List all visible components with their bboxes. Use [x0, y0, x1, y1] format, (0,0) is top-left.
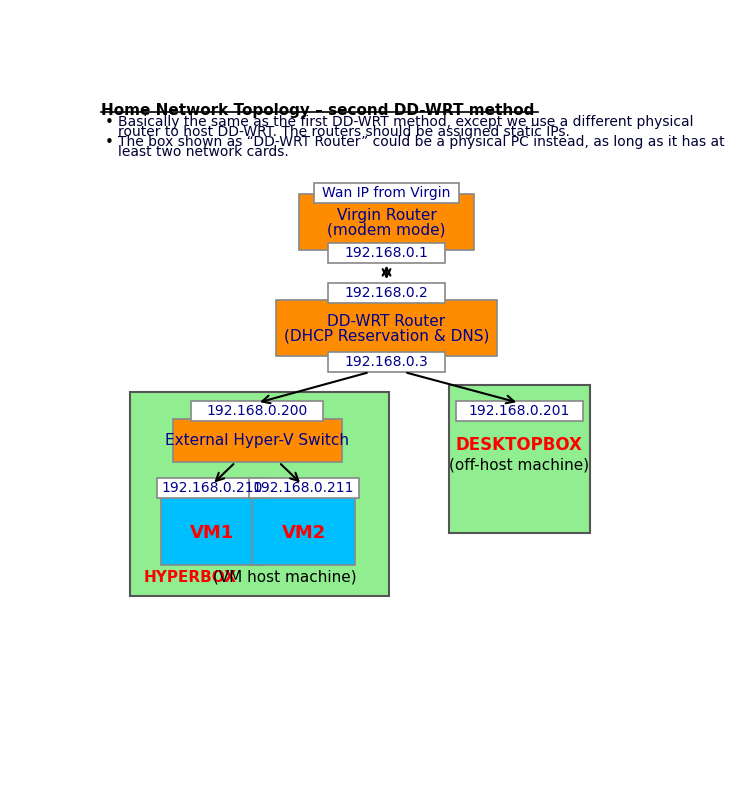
FancyBboxPatch shape	[300, 194, 473, 249]
Text: •: •	[105, 135, 114, 150]
Text: 192.168.0.2: 192.168.0.2	[345, 286, 428, 300]
Text: (VM host machine): (VM host machine)	[208, 569, 356, 585]
FancyBboxPatch shape	[328, 352, 445, 372]
Text: Home Network Topology – second DD-WRT method: Home Network Topology – second DD-WRT me…	[100, 103, 534, 117]
FancyBboxPatch shape	[252, 480, 355, 565]
Text: 192.168.0.201: 192.168.0.201	[468, 404, 570, 418]
FancyBboxPatch shape	[161, 480, 263, 565]
Text: The box shown as “DD-WRT Router” could be a physical PC instead, as long as it h: The box shown as “DD-WRT Router” could b…	[118, 135, 724, 149]
Text: Basically the same as the first DD-WRT method, except we use a different physica: Basically the same as the first DD-WRT m…	[118, 115, 693, 129]
FancyBboxPatch shape	[276, 301, 497, 356]
FancyBboxPatch shape	[191, 401, 323, 421]
Text: (off-host machine): (off-host machine)	[449, 458, 589, 473]
Text: External Hyper-V Switch: External Hyper-V Switch	[165, 433, 349, 448]
FancyBboxPatch shape	[448, 386, 590, 533]
Text: VM2: VM2	[282, 524, 325, 542]
FancyBboxPatch shape	[455, 401, 583, 421]
FancyBboxPatch shape	[328, 243, 445, 262]
Text: •: •	[105, 115, 114, 130]
FancyBboxPatch shape	[157, 478, 267, 497]
FancyBboxPatch shape	[130, 392, 390, 596]
FancyBboxPatch shape	[328, 283, 445, 303]
Text: Wan IP from Virgin: Wan IP from Virgin	[322, 186, 451, 200]
Text: VM1: VM1	[190, 524, 234, 542]
Text: (modem mode): (modem mode)	[328, 222, 445, 237]
FancyBboxPatch shape	[248, 478, 359, 497]
Text: router to host DD-WRT. The routers should be assigned static IPs.: router to host DD-WRT. The routers shoul…	[118, 125, 569, 139]
Text: 192.168.0.1: 192.168.0.1	[344, 245, 429, 260]
Text: 192.168.0.3: 192.168.0.3	[345, 355, 428, 369]
Text: HYPERBOX: HYPERBOX	[144, 569, 237, 585]
Text: 192.168.0.211: 192.168.0.211	[253, 480, 354, 495]
Text: DD-WRT Router: DD-WRT Router	[328, 313, 445, 329]
Text: (DHCP Reservation & DNS): (DHCP Reservation & DNS)	[284, 328, 489, 343]
Text: 192.168.0.200: 192.168.0.200	[207, 404, 308, 418]
FancyBboxPatch shape	[173, 419, 341, 463]
Text: least two network cards.: least two network cards.	[118, 145, 288, 159]
Text: 192.168.0.210: 192.168.0.210	[162, 480, 263, 495]
Text: DESKTOPBOX: DESKTOPBOX	[455, 437, 583, 454]
Text: Virgin Router: Virgin Router	[337, 208, 436, 224]
FancyBboxPatch shape	[313, 183, 459, 203]
